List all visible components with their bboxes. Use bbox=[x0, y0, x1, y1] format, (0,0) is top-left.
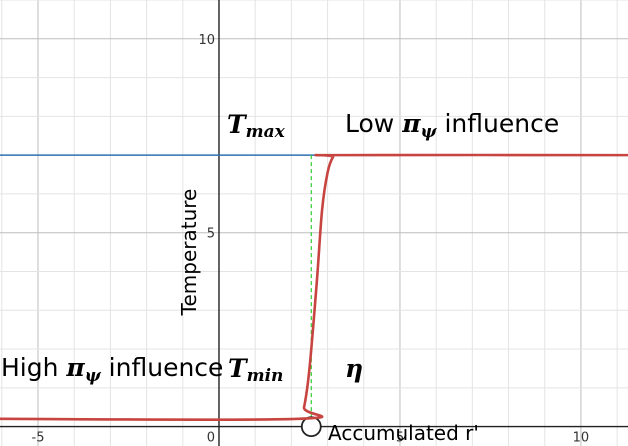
eta-point bbox=[300, 416, 322, 438]
tick-labels: -5 0 5 10 5 10 bbox=[32, 33, 590, 446]
t-max-label: Tmax bbox=[227, 110, 286, 142]
series-line-0 bbox=[0, 153, 628, 422]
eta-label: η bbox=[345, 354, 363, 383]
x-tick-label: 10 bbox=[573, 431, 590, 446]
x-axis-label: Accumulated r' bbox=[328, 421, 479, 445]
y-axis-label: Temperature bbox=[177, 189, 201, 317]
low-influence-label: Low πψ influence bbox=[345, 109, 559, 142]
high-influence-label: High πψ influence bbox=[1, 353, 223, 386]
x-tick-label: 5 bbox=[396, 431, 404, 446]
x-tick-label: -5 bbox=[32, 431, 45, 446]
y-tick-label: 5 bbox=[207, 227, 215, 242]
t-min-label: Tmin bbox=[228, 354, 283, 386]
annotations: Accumulated r' Temperature Tmax Tmin η Low πψ… bbox=[1, 109, 559, 445]
series bbox=[0, 153, 628, 422]
x-tick-label: 0 bbox=[207, 431, 215, 446]
y-tick-label: 10 bbox=[198, 33, 215, 48]
reference-lines bbox=[0, 154, 628, 438]
